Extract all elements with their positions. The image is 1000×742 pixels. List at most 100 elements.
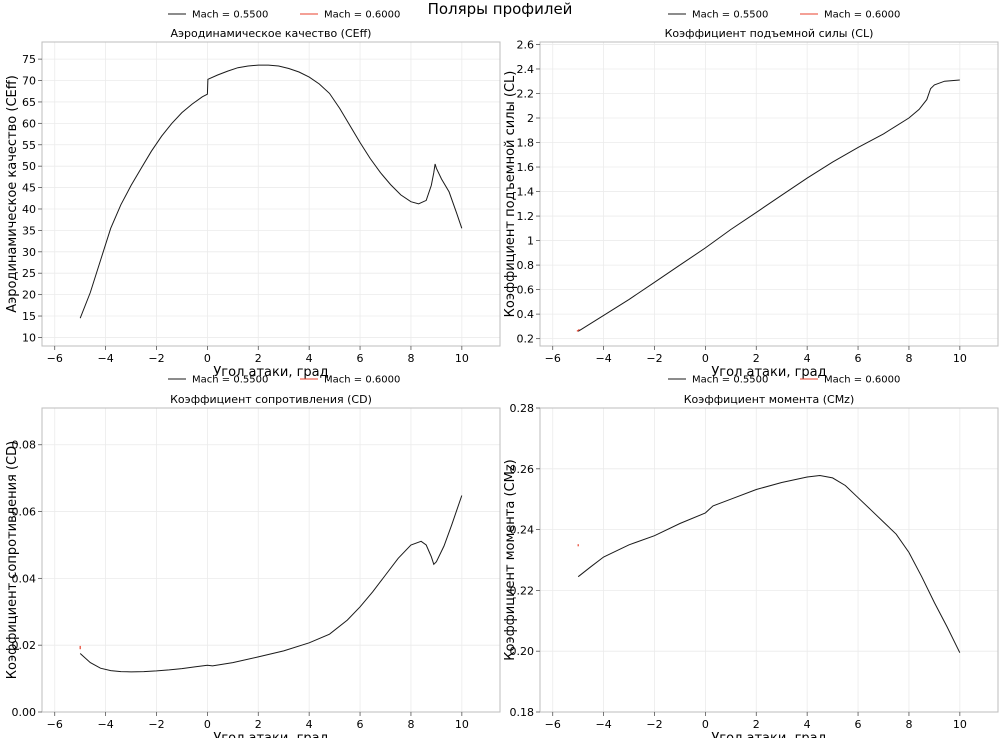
x-tick-label: −4 — [596, 352, 612, 365]
y-tick-label: 1.4 — [517, 186, 535, 199]
y-tick-label: 1.8 — [517, 137, 535, 150]
y-tick-label: 1.6 — [517, 161, 535, 174]
y-axis-label: Коэффициент сопротивления (CD) — [5, 441, 20, 679]
x-tick-label: 6 — [357, 352, 364, 365]
legend-label: Mach = 0.5500 — [692, 375, 768, 386]
x-tick-label: 4 — [804, 352, 811, 365]
y-tick-label: 15 — [22, 310, 36, 323]
x-tick-label: 10 — [455, 718, 469, 731]
y-tick-label: 20 — [22, 289, 36, 302]
legend-label: Mach = 0.6000 — [824, 375, 900, 386]
x-tick-label: 4 — [804, 718, 811, 731]
x-tick-label: −4 — [98, 718, 114, 731]
x-tick-label: −6 — [545, 352, 561, 365]
x-tick-label: 10 — [953, 352, 967, 365]
y-axis-label: Аэродинамическое качество (CEff) — [5, 75, 20, 313]
y-tick-label: 2.2 — [517, 87, 535, 100]
y-tick-label: 1 — [527, 235, 534, 248]
legend-label: Mach = 0.5500 — [692, 10, 768, 21]
y-tick-label: 0.28 — [510, 402, 535, 415]
x-tick-label: −2 — [148, 718, 164, 731]
x-tick-label: 2 — [753, 352, 760, 365]
y-tick-label: 0.4 — [517, 308, 535, 321]
x-tick-label: −2 — [646, 718, 662, 731]
y-tick-label: 25 — [22, 267, 36, 280]
x-axis-label: Угол атаки, град — [711, 731, 826, 738]
x-tick-label: 0 — [204, 718, 211, 731]
y-tick-label: 0.04 — [12, 572, 37, 585]
plot-frame — [539, 41, 999, 347]
legend-label: Mach = 0.6000 — [324, 10, 400, 21]
x-tick-label: 8 — [905, 352, 912, 365]
x-tick-label: 6 — [855, 352, 862, 365]
x-tick-label: 6 — [357, 718, 364, 731]
chart-panel-1: −6 −4 −2 0 2 4 6 8 10 10 15 20 25 30 35 40 45 50 55 60 65 70 7… — [5, 10, 501, 380]
chart-title: Аэродинамическое качество (CEff) — [171, 27, 372, 40]
series-line-mach-0-55 — [79, 495, 463, 673]
x-tick-label: 2 — [255, 352, 262, 365]
series-line-mach-0-55 — [577, 79, 960, 332]
y-tick-label: 60 — [22, 117, 36, 130]
x-tick-label: −4 — [98, 352, 114, 365]
legend: Mach = 0.5500 Mach = 0.6000 — [168, 10, 400, 21]
y-tick-label: 0.8 — [517, 259, 535, 272]
y-tick-label: 45 — [22, 182, 36, 195]
x-axis-label: Угол атаки, град — [213, 731, 328, 738]
x-tick-label: 8 — [407, 718, 414, 731]
chart-title: Коэффициент сопротивления (CD) — [170, 393, 372, 406]
x-tick-label: 0 — [702, 352, 709, 365]
legend-label: Mach = 0.6000 — [324, 375, 400, 386]
y-tick-label: 2.4 — [517, 63, 535, 76]
y-tick-label: 70 — [22, 75, 36, 88]
y-tick-label: 35 — [22, 224, 36, 237]
x-tick-label: −2 — [148, 352, 164, 365]
x-tick-label: 0 — [702, 718, 709, 731]
y-tick-label: 2.6 — [517, 38, 535, 51]
y-tick-label: 10 — [22, 331, 36, 344]
plot-frame — [41, 407, 501, 713]
y-tick-label: 75 — [22, 53, 36, 66]
y-tick-label: 0.08 — [12, 439, 37, 452]
series-line-mach-0-55 — [577, 474, 961, 653]
x-tick-label: 8 — [407, 352, 414, 365]
legend: Mach = 0.5500 Mach = 0.6000 — [668, 10, 900, 21]
x-tick-label: 0 — [204, 352, 211, 365]
y-tick-label: 0.18 — [510, 706, 535, 719]
y-tick-label: 40 — [22, 203, 36, 216]
series-line-mach-0-60 — [576, 329, 580, 332]
chart-title: Коэффициент момента (CMz) — [684, 393, 855, 406]
x-tick-label: −6 — [47, 352, 63, 365]
chart-panel-3: −6 −4 −2 0 2 4 6 8 100.000.020.040.060.08Коэффиц… — [5, 375, 501, 742]
x-tick-label: 8 — [905, 718, 912, 731]
y-tick-label: 30 — [22, 246, 36, 259]
y-tick-label: 65 — [22, 96, 36, 109]
x-tick-label: 10 — [953, 718, 967, 731]
y-tick-label: 0.6 — [517, 284, 535, 297]
y-tick-label: 0.24 — [510, 524, 535, 537]
chart-title: Коэффициент подъемной силы (CL) — [665, 27, 874, 40]
legend-label: Mach = 0.6000 — [824, 10, 900, 21]
y-tick-label: 0.02 — [12, 639, 37, 652]
chart-panel-2: −6 −4 −2 0 2 4 6 8 10 0.2 0.4 0.6 0.8 1 1.2 1.4 1.6 1.8 2 2… — [503, 10, 999, 380]
y-tick-label: 0.00 — [12, 706, 37, 719]
y-tick-label: 0.20 — [510, 645, 535, 658]
x-tick-label: 10 — [455, 352, 469, 365]
chart-panel-4: −6 −4 −2 0 2 4 6 8 10 0.18 0.20 0.22 0.24 0.26 0.28 Коэ… — [503, 375, 999, 742]
plot-frame — [539, 407, 999, 713]
x-tick-label: −6 — [545, 718, 561, 731]
x-tick-label: −2 — [646, 352, 662, 365]
x-axis-label: Угол атаки, град — [711, 365, 826, 380]
y-axis-label: Коэффициент момента (CMz) — [503, 459, 518, 661]
x-tick-label: 6 — [855, 718, 862, 731]
legend-label: Mach = 0.5500 — [192, 375, 268, 386]
y-tick-label: 2 — [527, 112, 534, 125]
y-axis-label: Коэффициент подъемной силы (CL) — [503, 71, 518, 318]
y-tick-label: 0.06 — [12, 506, 37, 519]
y-tick-label: 1.2 — [517, 210, 535, 223]
y-tick-label: 55 — [22, 139, 36, 152]
legend: Mach = 0.5500 Mach = 0.6000 — [668, 375, 900, 386]
figure-title: Поляры профилей — [428, 0, 573, 18]
plot-frame — [41, 41, 501, 347]
